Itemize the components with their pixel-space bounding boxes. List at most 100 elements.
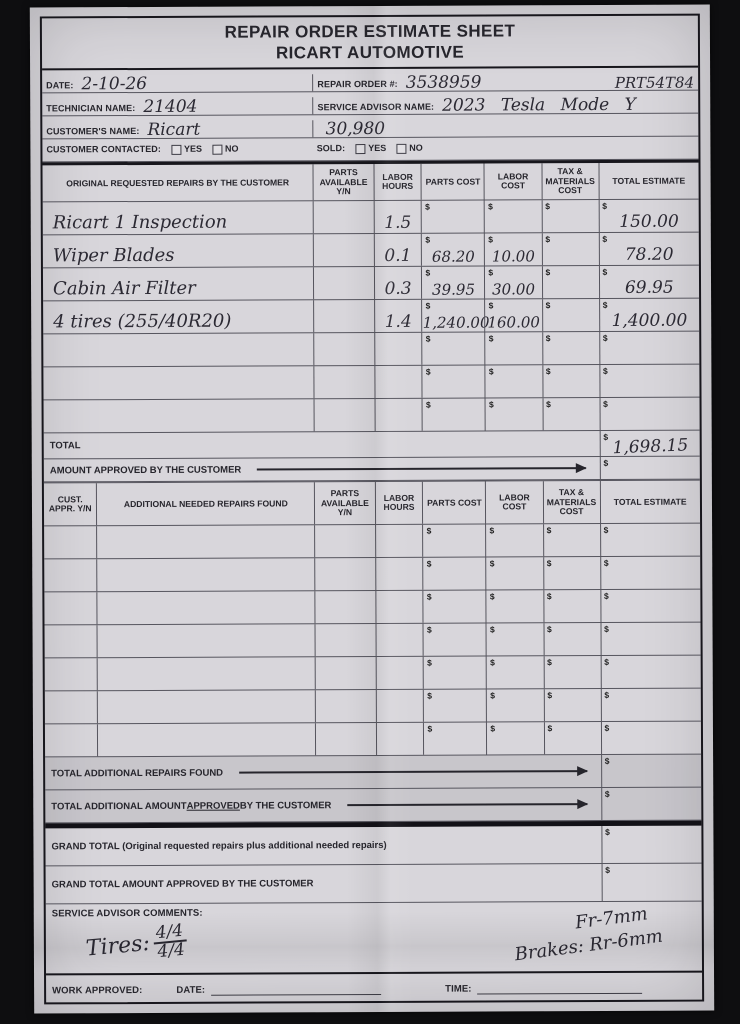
table-row: $ $ $ $	[44, 623, 701, 659]
repair-description: Ricart 1 Inspection	[52, 211, 228, 234]
dollar-sign: $	[425, 367, 431, 378]
table-row: Wiper Blades 0.1 $68.20 $10.00 $ $78.20	[42, 233, 699, 269]
dollar-sign: $	[545, 333, 551, 344]
header-tax-materials: TAX & MATERIALS COST	[541, 163, 599, 200]
date-label: DATE:	[176, 984, 206, 996]
time-signature-line	[477, 983, 643, 995]
labor-hours-value: 0.1	[384, 245, 412, 267]
table-row: $ $ $ $	[43, 398, 700, 434]
table-row: $ $ $ $	[44, 590, 701, 626]
dollar-sign: $	[604, 789, 610, 800]
dollar-sign: $	[604, 723, 610, 734]
time-label: TIME:	[445, 983, 472, 995]
table-row: $ $ $ $	[44, 689, 701, 725]
dollar-sign: $	[425, 334, 431, 345]
dollar-sign: $	[547, 624, 552, 635]
header-original-repairs: ORIGINAL REQUESTED REPAIRS BY THE CUSTOM…	[66, 176, 290, 188]
total-additional-label: TOTAL ADDITIONAL REPAIRS FOUND	[51, 767, 224, 780]
dollar-sign: $	[489, 624, 495, 635]
contacted-sold-row: CUSTOMER CONTACTED: YES NO SOLD: YES NO	[42, 137, 699, 163]
dollar-sign: $	[488, 399, 494, 410]
customer-name-row: CUSTOMER'S NAME: Ricart 30,980	[42, 114, 699, 141]
contacted-yes-label: YES	[183, 144, 203, 155]
repair-description: Wiper Blades	[52, 245, 175, 267]
dollar-sign: $	[488, 234, 494, 245]
labor-cost-value: 10.00	[491, 247, 535, 266]
total-value: 1,698.15	[611, 435, 689, 459]
dollar-sign: $	[546, 558, 552, 569]
service-advisor-label: SERVICE ADVISOR NAME:	[317, 102, 435, 113]
date-label: DATE:	[46, 80, 74, 91]
repair-order-form: REPAIR ORDER ESTIMATE SHEET RICART AUTOM…	[39, 13, 705, 1005]
dollar-sign: $	[545, 234, 551, 245]
contacted-no-label: NO	[224, 144, 239, 155]
repair-order-label: REPAIR ORDER #:	[317, 79, 398, 90]
header-parts-cost: PARTS COST	[422, 481, 486, 525]
grand-total-approved-row: GRAND TOTAL AMOUNT APPROVED BY THE CUSTO…	[45, 864, 702, 905]
dollar-sign: $	[427, 658, 432, 669]
dollar-sign: $	[426, 526, 432, 537]
sold-no-checkbox	[396, 144, 407, 155]
tires-note-label: Tires:	[84, 930, 151, 962]
repair-order-tag: PRT54T84	[614, 73, 695, 92]
labor-cost-value: 160.00	[487, 313, 540, 332]
labor-hours-value: 0.3	[384, 278, 412, 300]
dollar-sign: $	[545, 300, 551, 311]
dollar-sign: $	[546, 591, 552, 602]
dollar-sign: $	[488, 333, 494, 344]
header-labor-cost: LABOR COST	[485, 481, 543, 524]
arrow-line	[239, 770, 587, 775]
dollar-sign: $	[605, 827, 610, 838]
dollar-sign: $	[604, 756, 610, 767]
labor-hours-value: 1.4	[384, 311, 412, 333]
parts-cost-value: 68.20	[431, 247, 475, 266]
total-estimate-value: 150.00	[619, 211, 679, 233]
table-row: 4 tires (255/40R20) 1.4 $1,240.00 $160.0…	[43, 299, 700, 335]
dollar-sign: $	[489, 591, 495, 602]
work-approved-row: WORK APPROVED: DATE: TIME:	[46, 973, 702, 1003]
customer-contacted-label: CUSTOMER CONTACTED:	[46, 144, 162, 155]
total-additional-approved-row: TOTAL ADDITIONAL AMOUNT APPROVED BY THE …	[45, 788, 702, 824]
dollar-sign: $	[489, 558, 495, 569]
dollar-sign: $	[602, 234, 608, 245]
arrow-line	[347, 803, 587, 807]
dollar-sign: $	[426, 400, 431, 411]
grand-total-row: GRAND TOTAL (Original requested repairs …	[45, 826, 702, 867]
date-signature-line	[211, 984, 382, 996]
header-additional-repairs: ADDITIONAL NEEDED REPAIRS FOUND	[96, 482, 315, 526]
repair-description: Cabin Air Filter	[52, 278, 196, 300]
dollar-sign: $	[490, 723, 496, 734]
dollar-sign: $	[605, 865, 610, 876]
parts-cost-value: 39.95	[431, 280, 476, 299]
dollar-sign: $	[490, 657, 495, 668]
customer-name-value: Ricart	[147, 119, 201, 141]
dollar-sign: $	[546, 525, 552, 536]
contacted-no-checkbox	[211, 145, 223, 156]
scanned-paper: REPAIR ORDER ESTIMATE SHEET RICART AUTOM…	[29, 4, 715, 1014]
total-additional-row: TOTAL ADDITIONAL REPAIRS FOUND $	[45, 755, 702, 791]
dollar-sign: $	[603, 458, 609, 469]
header-cust-appr: CUST. APPR. Y/N	[48, 493, 92, 514]
brakes-note: Fr-7mm Brakes: Rr-6mm	[510, 901, 664, 968]
dollar-sign: $	[602, 201, 608, 212]
technician-label: TECHNICIAN NAME:	[46, 103, 136, 114]
service-advisor-value: 2023 Tesla Mode Y	[442, 95, 636, 116]
header-labor-hours: LABOR HOURS	[373, 164, 422, 201]
dollar-sign: $	[602, 366, 608, 377]
dollar-sign: $	[489, 525, 495, 536]
labor-hours-value: 1.5	[384, 212, 412, 234]
header-total-estimate: TOTAL ESTIMATE	[599, 481, 700, 524]
total-estimate-value: 69.95	[624, 277, 674, 299]
dollar-sign: $	[602, 300, 608, 311]
tires-note: Tires: 4/4 4/4	[84, 921, 188, 967]
parts-cost-value: 1,240.00	[422, 313, 490, 332]
header-parts-available: PARTS AVAILABLE Y/N	[312, 164, 374, 201]
dollar-sign: $	[425, 202, 430, 213]
table-row: $ $ $ $	[43, 365, 700, 401]
labor-cost-value: 30.00	[492, 280, 536, 299]
dollar-sign: $	[545, 366, 551, 377]
dollar-sign: $	[426, 592, 432, 603]
form-title-line2: RICART AUTOMOTIVE	[275, 42, 465, 63]
table-row: Cabin Air Filter 0.3 $39.95 $30.00 $ $69…	[42, 266, 700, 302]
dollar-sign: $	[547, 723, 553, 734]
